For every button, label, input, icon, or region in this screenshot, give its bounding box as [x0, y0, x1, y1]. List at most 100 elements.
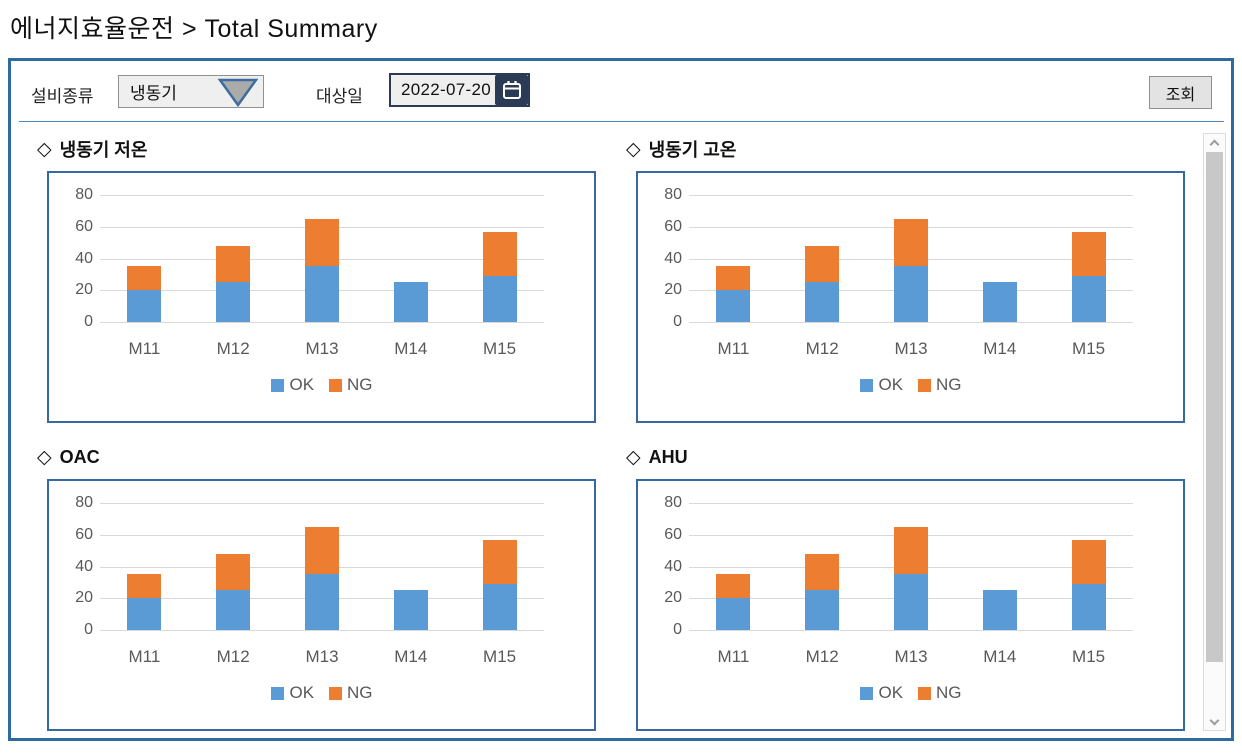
equipment-type-dropdown[interactable]: 냉동기: [118, 75, 264, 108]
gridline: [100, 503, 544, 504]
page-title: 에너지효율운전 > Total Summary: [10, 15, 378, 43]
y-axis-tick-label: 80: [664, 186, 682, 203]
legend-swatch-icon: [271, 378, 285, 392]
bar-segment-ok: [1071, 583, 1106, 630]
chart-section: ◇ AHU 0 20 40 60 80 M11 M12 M13 M14 M15 OK NG: [626, 445, 1186, 731]
chart-title-text: 냉동기 저온: [59, 140, 148, 160]
chart-legend: OK NG: [689, 683, 1133, 703]
legend-swatch-icon: [918, 686, 932, 700]
y-axis-tick-label: 40: [664, 557, 682, 575]
bar-segment-ng: [805, 553, 840, 591]
x-axis-tick-label: M14: [394, 647, 428, 666]
chart-section-title: ◇ 냉동기 고온: [626, 137, 1186, 161]
y-axis-tick-label: 20: [75, 589, 93, 607]
stacked-bar-m13: [305, 526, 339, 630]
stacked-bar-m15: [482, 231, 517, 322]
bar-segment-ok: [1071, 275, 1106, 322]
chart-title-text: AHU: [648, 446, 688, 467]
bar-segment-ng: [216, 245, 251, 283]
bar-segment-ng: [894, 526, 928, 575]
y-axis-tick-label: 80: [75, 186, 93, 203]
chart-section-title: ◇ OAC: [37, 445, 597, 469]
target-date-input[interactable]: 2022-07-20: [389, 73, 530, 107]
bar-segment-ng: [305, 526, 339, 575]
stacked-bar-m11: [127, 574, 162, 630]
scroll-down-button[interactable]: [1204, 713, 1225, 730]
x-axis-tick-label: M15: [1072, 647, 1106, 666]
x-axis-tick-label: M13: [894, 339, 928, 358]
stacked-bar-m15: [1071, 231, 1106, 322]
stacked-bar-m15: [1071, 539, 1106, 630]
x-axis-tick-label: M11: [128, 647, 161, 666]
chart-section: ◇ OAC 0 20 40 60 80 M11 M12 M13 M14 M15 OK NG: [37, 445, 597, 731]
x-axis-tick-label: M14: [394, 339, 428, 358]
legend-label: NG: [936, 683, 962, 702]
chart-plot-area: 0 20 40 60 80 M11 M12 M13 M14 M15 OK NG: [49, 481, 594, 729]
y-axis-tick-label: 20: [664, 281, 682, 299]
x-axis-tick-label: M12: [216, 339, 250, 358]
chart-canvas: 0 20 40 60 80 M11 M12 M13 M14 M15 OK NG: [47, 479, 596, 731]
legend-swatch-icon: [271, 686, 285, 700]
bar-segment-ok: [894, 574, 928, 630]
gridline: [100, 322, 544, 323]
x-axis-tick-label: M12: [805, 339, 839, 358]
scrollbar-thumb[interactable]: [1206, 152, 1223, 662]
chart-legend: OK NG: [100, 683, 544, 703]
bar-segment-ok: [482, 583, 517, 630]
bar-segment-ng: [716, 266, 751, 291]
x-axis-tick-label: M14: [983, 647, 1017, 666]
legend-label: NG: [347, 375, 373, 394]
vertical-scrollbar[interactable]: [1203, 133, 1226, 731]
bar-segment-ng: [716, 574, 751, 599]
stacked-bar-m13: [894, 218, 928, 322]
y-axis-tick-label: 60: [75, 217, 93, 235]
stacked-bar-m11: [127, 266, 162, 322]
gridline: [689, 195, 1133, 196]
diamond-icon: ◇: [37, 446, 52, 468]
y-axis-tick-label: 60: [664, 217, 682, 235]
chart-section: ◇ 냉동기 고온 0 20 40 60 80 M11 M12 M13 M14 M15 OK NG: [626, 137, 1186, 423]
stacked-bar-m11: [716, 266, 751, 322]
bar-segment-ng: [805, 245, 840, 283]
bar-segment-ok: [805, 282, 840, 322]
bar-segment-ok: [216, 590, 251, 630]
legend-item-ok: OK: [860, 683, 903, 703]
chart-plot-area: 0 20 40 60 80 M11 M12 M13 M14 M15 OK NG: [638, 173, 1183, 421]
main-panel: 설비종류 냉동기 대상일 2022-07-20: [8, 58, 1234, 741]
y-axis-tick-label: 40: [664, 249, 682, 267]
legend-item-ng: NG: [918, 375, 962, 395]
x-axis-tick-label: M13: [894, 647, 928, 666]
bar-segment-ng: [894, 218, 928, 267]
y-axis-tick-label: 20: [75, 281, 93, 299]
equipment-type-label: 설비종류: [31, 87, 94, 106]
x-axis-tick-label: M12: [216, 647, 250, 666]
calendar-icon[interactable]: [495, 75, 528, 105]
search-button[interactable]: 조회: [1149, 76, 1212, 109]
legend-label: OK: [289, 375, 315, 394]
stacked-bar-m13: [894, 526, 928, 630]
chart-legend: OK NG: [689, 375, 1133, 395]
legend-item-ng: NG: [918, 683, 962, 703]
gridline: [689, 503, 1133, 504]
bar-segment-ng: [1071, 539, 1106, 584]
bar-segment-ng: [127, 266, 162, 291]
stacked-bar-m14: [982, 590, 1017, 630]
y-axis-tick-label: 0: [84, 621, 93, 638]
legend-label: OK: [878, 683, 904, 702]
triangle-down-icon: [217, 78, 259, 107]
y-axis-tick-label: 80: [664, 494, 682, 511]
target-date-value: 2022-07-20: [401, 80, 491, 99]
legend-item-ok: OK: [271, 683, 314, 703]
diamond-icon: ◇: [626, 138, 641, 160]
x-axis-tick-label: M11: [128, 339, 161, 358]
legend-swatch-icon: [918, 378, 932, 392]
chart-section-title: ◇ 냉동기 저온: [37, 137, 597, 161]
legend-label: NG: [936, 375, 962, 394]
legend-item-ok: OK: [271, 375, 314, 395]
scroll-up-button[interactable]: [1204, 134, 1225, 151]
x-axis-tick-label: M14: [983, 339, 1017, 358]
legend-swatch-icon: [860, 378, 874, 392]
y-axis-tick-label: 60: [75, 525, 93, 543]
bar-segment-ok: [982, 282, 1017, 322]
